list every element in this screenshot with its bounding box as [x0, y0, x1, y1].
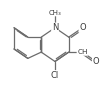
Text: Cl: Cl	[51, 71, 59, 80]
Text: O: O	[93, 57, 99, 66]
Text: CH₃: CH₃	[49, 10, 61, 16]
Text: CH: CH	[77, 49, 88, 55]
Text: O: O	[79, 23, 86, 32]
Text: N: N	[52, 23, 58, 32]
